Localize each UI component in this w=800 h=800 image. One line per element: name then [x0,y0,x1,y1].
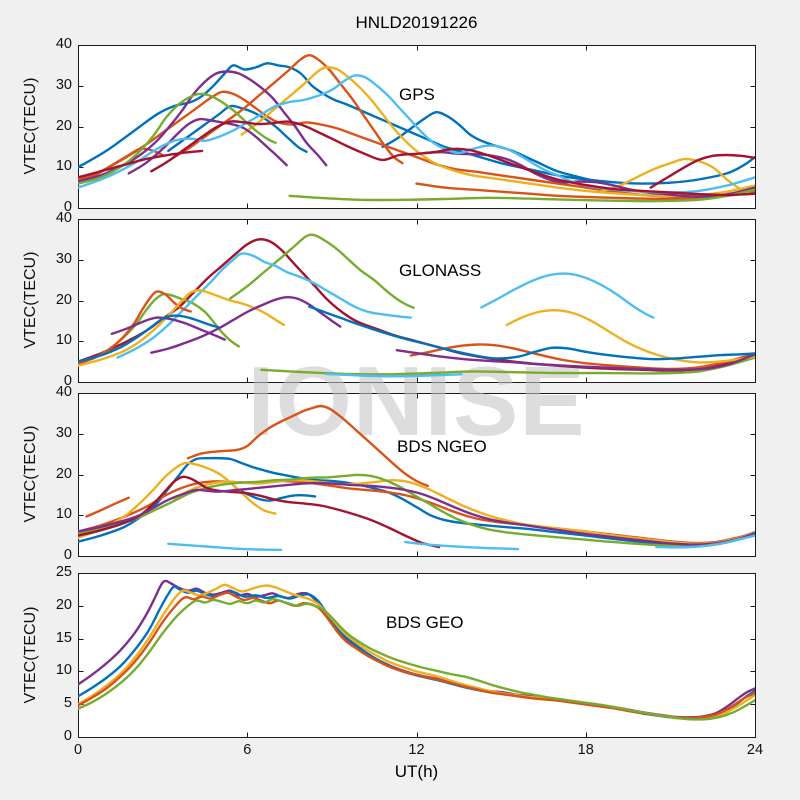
series-line [229,233,415,309]
y-tick-label: 20 [55,291,72,308]
series-line [186,404,429,488]
series-line [78,583,755,720]
y-tick-label: 0 [63,547,72,563]
series-line [78,479,755,545]
series-line [172,478,755,546]
y-tick-label: 10 [55,506,72,523]
series-line [110,316,226,341]
series-line [78,147,164,183]
series-line [505,308,755,364]
series-line [167,542,283,552]
y-tick-label: 30 [55,76,72,93]
y-tick-label: 0 [63,199,72,215]
y-tick-label: 40 [55,384,72,400]
y-tick-label: 30 [55,250,72,267]
x-tick-label: 18 [577,742,594,758]
series-line [649,153,755,189]
series-line [172,54,404,165]
series-line [85,496,130,518]
series-line [78,475,441,549]
y-tick-label: 40 [55,210,72,226]
series-line [78,149,204,179]
series-line [325,372,463,378]
y-tick-label: 20 [55,117,72,134]
y-tick-label: 40 [55,36,72,52]
series-line [167,104,308,153]
series-line [78,585,755,720]
x-tick-label: 0 [73,742,83,758]
y-tick-label: 10 [55,662,72,679]
series-line [78,461,277,539]
series-line [78,90,755,199]
series-line [404,540,520,551]
y-tick-label: 5 [63,695,72,712]
series-line [78,597,755,721]
y-tick-label: 10 [55,332,72,349]
y-tick-label: 0 [63,728,72,744]
figure-title: HNLD20191226 [355,13,478,32]
panel-label-bds-ngeo: BDS NGEO [397,437,487,456]
series-line [78,92,277,185]
series-line [381,110,599,183]
series-line [655,534,755,549]
y-tick-label: 20 [55,596,72,613]
x-axis-label: UT(h) [394,762,439,781]
series-line [78,314,221,363]
x-tick-label: 24 [746,742,764,758]
y-tick-label: 20 [55,465,72,482]
x-tick-label: 12 [408,742,425,758]
series-line [78,289,286,367]
y-tick-label: 10 [55,158,72,175]
series-line [127,117,288,175]
plot-area-bds-ngeo [78,393,755,556]
series-line [78,591,755,720]
series-line [150,120,755,197]
panel-label-gps: GPS [399,85,435,104]
series-line [598,157,751,195]
series-line [423,150,755,198]
series-line [116,252,413,359]
y-tick-label: 30 [55,424,72,441]
series-line [78,456,755,548]
plot-area-bds-geo [78,573,755,737]
series-line [78,473,755,548]
y-tick-label: 0 [63,373,72,389]
series-line [480,272,655,319]
series-line [415,182,755,201]
series-line [288,188,755,203]
series-line [78,481,755,546]
panel-label-glonass: GLONASS [399,261,482,280]
series-line [78,290,192,365]
watermark-text: IONISE [247,346,586,456]
series-line [240,66,755,197]
series-line [308,305,755,361]
y-tick-label: 25 [55,564,72,580]
series-line [395,349,755,372]
y-tick-label: 15 [55,629,72,646]
panel-label-bds-geo: BDS GEO [386,613,464,632]
series-line [78,70,328,183]
x-tick-label: 6 [243,742,252,758]
